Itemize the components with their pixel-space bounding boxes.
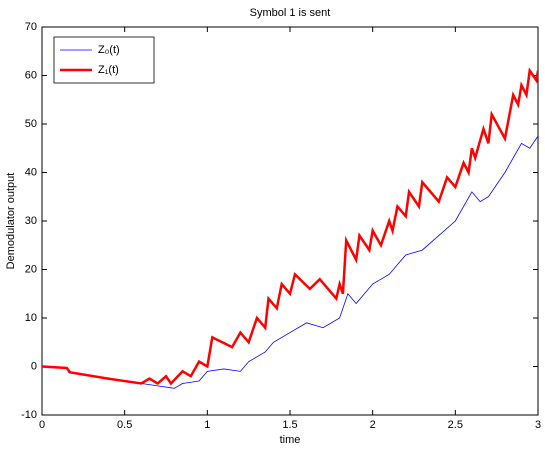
y-tick-label: -10: [21, 409, 37, 421]
y-tick-label: 50: [25, 118, 37, 130]
legend-label: Z₀(t): [98, 44, 120, 56]
y-tick-label: 10: [25, 312, 37, 324]
y-tick-label: 70: [25, 21, 37, 33]
y-tick-label: 60: [25, 69, 37, 81]
series-line: [42, 67, 538, 386]
plot-frame: [41, 26, 539, 416]
x-tick-label: 2.5: [448, 419, 463, 431]
x-tick-label: 1: [204, 419, 210, 431]
x-axis-label: time: [280, 434, 301, 446]
x-tick-label: 1.5: [282, 419, 297, 431]
y-tick-label: 20: [25, 263, 37, 275]
x-tick-label: 0: [39, 419, 45, 431]
legend-label: Z₁(t): [98, 64, 119, 76]
chart-title: Symbol 1 is sent: [250, 7, 331, 19]
y-axis-label: Demodulator output: [5, 173, 17, 270]
y-tick-label: 30: [25, 215, 37, 227]
x-tick-label: 3: [535, 419, 541, 431]
series-line: [42, 135, 538, 389]
legend-box: [53, 36, 155, 84]
y-tick-label: 40: [25, 166, 37, 178]
y-tick-label: 0: [31, 360, 37, 372]
x-tick-label: 2: [370, 419, 376, 431]
x-tick-label: 0.5: [117, 419, 132, 431]
